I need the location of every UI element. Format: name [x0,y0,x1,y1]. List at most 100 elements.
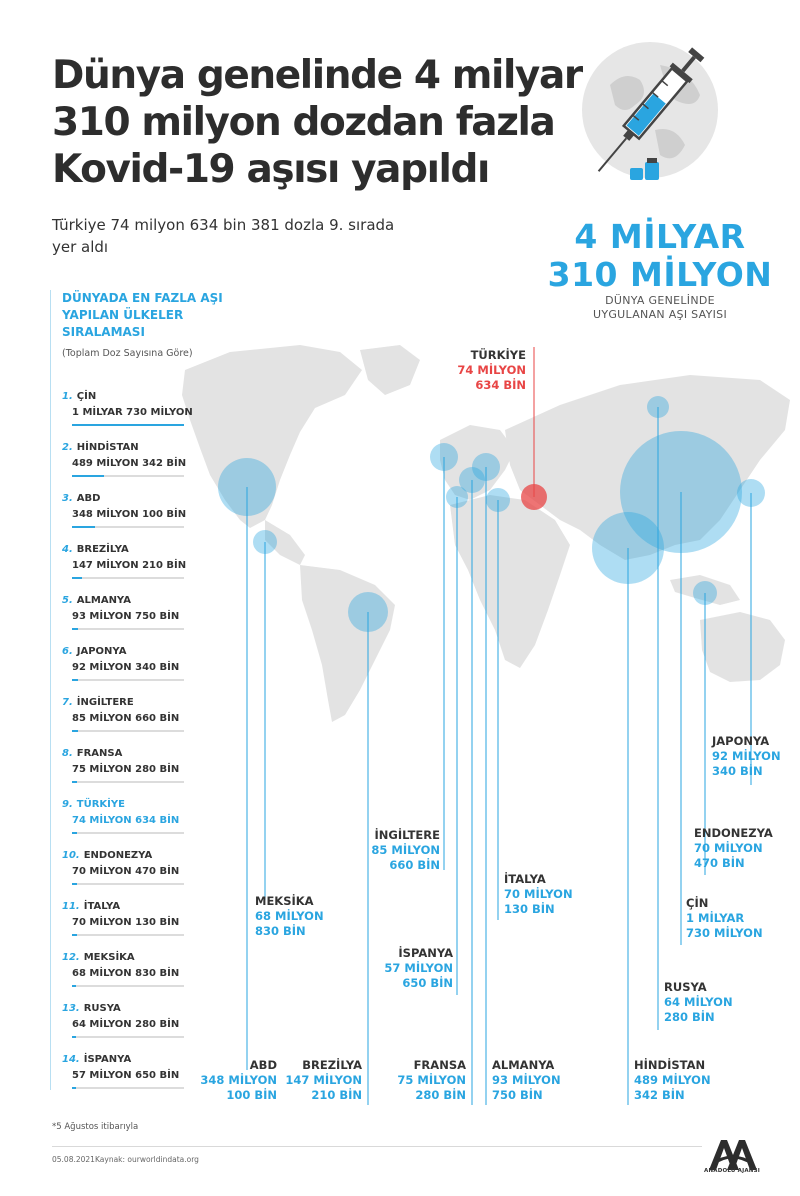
page-title: Dünya genelinde 4 milyar 310 milyon dozd… [52,53,583,192]
rank-bar-track [72,883,184,885]
bubble-turkiye [521,484,547,510]
rank-bar [72,577,82,579]
rank-country: ABD [76,493,101,504]
bubble-hindistan [592,512,664,584]
bubble-meksika [253,530,277,554]
bubble-japonya [737,479,765,507]
rank-number: 2. [62,442,73,453]
rank-bar-track [72,985,184,987]
map-label-japonya: JAPONYA 92 MİLYON 340 BİN [712,734,781,778]
bubble-cin [620,431,742,553]
ranking-item: 3. ABD 348 MİLYON 100 BİN [62,492,192,540]
ranking-heading: DÜNYADA EN FAZLA AŞI YAPILAN ÜLKELER SIR… [62,291,223,339]
rank-value: 85 MİLYON 660 BİN [72,713,180,724]
total-line-1: 4 MİLYAR [574,217,746,256]
rank-country: ENDONEZYA [83,850,153,861]
rank-bar [72,934,77,936]
rank-bar-track [72,781,184,783]
total-doses-value: 4 MİLYAR 310 MİLYON [540,218,780,294]
rank-value: 57 MİLYON 650 BİN [72,1070,180,1081]
rank-bar-track [72,1087,184,1089]
ranking-item: 6. JAPONYA 92 MİLYON 340 BİN [62,645,192,693]
rank-number: 3. [62,493,73,504]
total-line-2: 310 MİLYON [547,255,773,294]
rank-bar [72,883,77,885]
rank-number: 7. [62,697,73,708]
rank-bar [72,832,77,834]
ranking-item: 4. BREZİLYA 147 MİLYON 210 BİN [62,543,192,591]
rank-bar [72,475,104,477]
rank-bar [72,424,184,426]
ranking-item: 8. FRANSA 75 MİLYON 280 BİN [62,747,192,795]
rank-country: BREZİLYA [76,544,129,555]
bubble-ispanya [446,486,468,508]
bubble-abd [218,458,276,516]
ranking-item: 12. MEKSİKA 68 MİLYON 830 BİN [62,951,192,999]
rank-bar-track [72,424,184,426]
rank-value: 70 MİLYON 470 BİN [72,866,180,877]
bubble-fransa [459,467,485,493]
ranking-item: 14. İSPANYA 57 MİLYON 650 BİN [62,1053,192,1101]
map-label-turkiye: TÜRKİYE 74 MİLYON 634 BİN [457,348,526,392]
rank-bar [72,679,78,681]
rank-number: 9. [62,799,73,810]
rank-bar [72,526,95,528]
rank-number: 8. [62,748,73,759]
rank-bar [72,781,77,783]
bubble-ingiltere [430,443,458,471]
publish-date: 05.08.2021 [52,1155,95,1164]
bubble-brezilya [348,592,388,632]
ranking-item-turkiye: 9. TÜRKİYE 74 MİLYON 634 BİN [62,798,192,846]
rank-value: 348 MİLYON 100 BİN [72,509,187,520]
map-label-ispanya: İSPANYA 57 MİLYON 650 BİN [384,946,453,990]
bubble-rusya [647,396,669,418]
ranking-item: 5. ALMANYA 93 MİLYON 750 BİN [62,594,192,642]
footnote: *5 Ağustos itibarıyla [52,1122,139,1132]
ranking-item: 7. İNGİLTERE 85 MİLYON 660 BİN [62,696,192,744]
footer-divider [52,1146,702,1147]
ranking-divider [50,290,51,1090]
map-label-almanya: ALMANYA 93 MİLYON 750 BİN [492,1058,561,1102]
rank-bar-track [72,628,184,630]
rank-number: 12. [62,952,80,963]
page-subtitle: Türkiye 74 milyon 634 bin 381 dozla 9. s… [52,216,395,256]
rank-bar-track [72,475,184,477]
ranking-item: 1. ÇİN 1 MİLYAR 730 MİLYON [62,390,193,438]
rank-value: 92 MİLYON 340 BİN [72,662,180,673]
rank-country: HİNDİSTAN [76,442,139,453]
map-label-ingiltere: İNGİLTERE 85 MİLYON 660 BİN [371,828,440,872]
rank-country: ALMANYA [76,595,131,606]
map-label-meksika: MEKSİKA 68 MİLYON 830 BİN [255,894,324,938]
rank-bar-track [72,832,184,834]
rank-country: ÇİN [76,391,97,402]
map-label-brezilya: BREZİLYA 147 MİLYON 210 BİN [285,1058,362,1102]
data-source: Kaynak: ourworldindata.org [95,1155,199,1164]
bubble-italya [486,488,510,512]
rank-bar-track [72,1036,184,1038]
ranking-item: 10. ENDONEZYA 70 MİLYON 470 BİN [62,849,192,897]
ranking-note: (Toplam Doz Sayısına Göre) [62,348,193,359]
rank-bar-track [72,730,184,732]
bubble-endonezya [693,581,717,605]
syringe-globe-icon [582,42,718,180]
world-map-land [182,345,790,722]
rank-value: 74 MİLYON 634 BİN [72,815,180,826]
rank-country: JAPONYA [76,646,127,657]
rank-bar [72,730,78,732]
map-label-abd: ABD 348 MİLYON 100 BİN [200,1058,277,1102]
total-doses-caption: DÜNYA GENELİNDE UYGULANAN AŞI SAYISI [540,294,780,322]
rank-value: 64 MİLYON 280 BİN [72,1019,180,1030]
rank-value: 93 MİLYON 750 BİN [72,611,180,622]
rank-value: 1 MİLYAR 730 MİLYON [72,407,193,418]
rank-country: TÜRKİYE [76,799,125,810]
map-label-cin: ÇİN 1 MİLYAR 730 MİLYON [686,896,763,940]
rank-number: 10. [62,850,80,861]
rank-bar-track [72,526,184,528]
anadolu-agency-logo-icon [709,1140,757,1170]
rank-bar-track [72,934,184,936]
rank-bar [72,628,78,630]
map-label-hindistan: HİNDİSTAN 489 MİLYON 342 BİN [634,1058,711,1102]
rank-value: 70 MİLYON 130 BİN [72,917,180,928]
rank-country: FRANSA [76,748,123,759]
